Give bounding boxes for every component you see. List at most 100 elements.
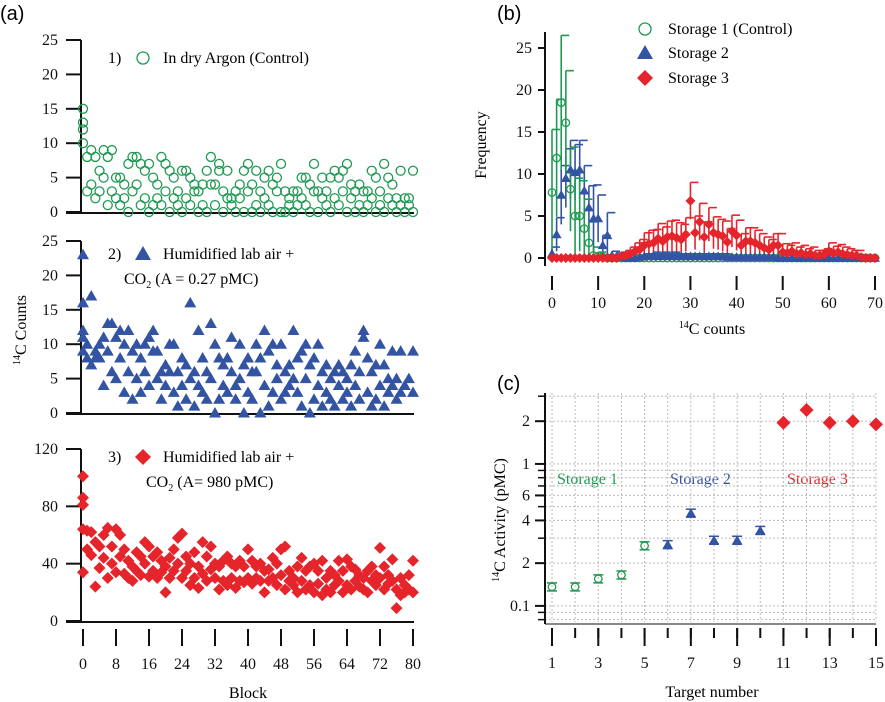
panel-a1-point xyxy=(172,186,184,197)
panel-a3-point xyxy=(171,557,184,570)
panel-b-storage3-point xyxy=(694,216,705,227)
panel-a2-point xyxy=(217,358,230,370)
panel-b-label: (b) xyxy=(497,3,521,25)
panel-a2-point xyxy=(77,296,89,308)
panel-a3-ytick-label: 0 xyxy=(50,613,58,630)
panel-a2-point xyxy=(213,351,226,363)
panel-b-storage3-point xyxy=(717,231,728,242)
panel-a2-point xyxy=(374,338,386,349)
panel-a3-point xyxy=(105,540,118,553)
panel-a2-point xyxy=(126,393,139,404)
panel-a1-point xyxy=(164,206,175,218)
panel-c-xtick-label: 1 xyxy=(548,655,556,672)
panel-b-storage3-point xyxy=(773,240,784,251)
panel-a2-point xyxy=(303,358,316,370)
panel-a1-point xyxy=(251,165,262,176)
panel-a2-point xyxy=(336,365,349,377)
panel-a3-point xyxy=(254,574,267,587)
panel-a-label: (a) xyxy=(0,3,24,25)
panel-a2-point xyxy=(316,365,329,377)
panel-a2-point xyxy=(382,386,395,397)
panel-a1-point xyxy=(209,199,221,211)
panel-a2-point xyxy=(85,358,98,370)
panel-a3-point xyxy=(204,540,217,553)
panel-a1-ytick-label: 15 xyxy=(42,101,58,118)
panel-b-storage1-point xyxy=(552,153,562,163)
panel-c-xlabel: Target number xyxy=(665,684,759,701)
panel-a2-point xyxy=(237,358,250,370)
panel-a3-point xyxy=(118,543,131,556)
panel-a1-point xyxy=(213,158,225,169)
panel-a2-point xyxy=(81,338,94,349)
panel-b-ytick-label: 15 xyxy=(516,124,532,141)
panel-c-xtick-label: 13 xyxy=(822,655,838,672)
panel-a2-point xyxy=(77,345,89,356)
panel-a2-point xyxy=(151,372,164,384)
panel-a3-point xyxy=(89,580,102,593)
panel-a2-point xyxy=(266,386,279,397)
panel-c-storage2-point xyxy=(662,539,673,549)
panel-a3-ytick-label: 80 xyxy=(42,498,58,515)
panel-a-ylabel-sup: 14 xyxy=(12,355,23,365)
panel-a1-point xyxy=(374,186,386,197)
panel-c-storage3-point xyxy=(822,415,837,430)
panel-c-label-storage3: Storage 3 xyxy=(787,471,848,488)
panel-a2-point xyxy=(130,372,143,384)
panel-a1-point xyxy=(234,193,245,204)
panel-a3-point xyxy=(279,583,292,596)
panel-a3-point xyxy=(110,566,122,579)
panel-a2-point xyxy=(275,393,287,404)
panel-a2-point xyxy=(114,324,127,335)
panel-a3-point xyxy=(77,498,89,511)
panel-a2-point xyxy=(171,400,184,411)
panel-a3-point xyxy=(85,549,98,562)
panel-a2-point xyxy=(110,331,122,342)
panel-a-xtick-label: 64 xyxy=(339,656,355,673)
panel-a2-point xyxy=(258,379,271,390)
panel-a2-point xyxy=(299,338,312,349)
panel-a1-point xyxy=(143,158,155,169)
panel-a2-point xyxy=(138,338,151,349)
panel-a2-point xyxy=(200,393,213,404)
panel-a2-point xyxy=(200,365,213,377)
panel-a2-point xyxy=(171,365,184,377)
svg-text:14C Counts: 14C Counts xyxy=(12,295,30,365)
panel-a3-point xyxy=(361,586,374,599)
panel-a1-point xyxy=(317,172,328,183)
panel-a3-point xyxy=(134,569,147,582)
panel-a1-point xyxy=(234,179,245,190)
panel-a-xtick-label: 80 xyxy=(405,656,421,673)
panel-a3-point xyxy=(188,572,201,584)
panel-a2-point xyxy=(89,345,102,356)
legend-b-storage3: Storage 3 xyxy=(668,70,729,87)
panel-a2-point xyxy=(237,407,250,418)
panel-a3-point xyxy=(143,540,155,553)
panel-a2-point xyxy=(402,372,415,384)
panel-a2-point xyxy=(188,365,201,377)
panel-a3-point xyxy=(93,540,106,553)
panel-a1-point xyxy=(255,206,266,218)
panel-b-storage3-point xyxy=(699,232,710,242)
panel-a3-point xyxy=(93,561,106,574)
panel-a1-ytick-label: 25 xyxy=(42,32,58,49)
panel-a1-point xyxy=(197,179,208,190)
panel-a2-point xyxy=(85,290,98,301)
panel-a2-point xyxy=(217,379,230,390)
panel-a3-point xyxy=(291,560,304,573)
panel-b-ytick-label: 25 xyxy=(516,40,532,57)
panel-a1-point xyxy=(387,179,398,190)
panel-a2-point xyxy=(394,345,407,356)
panel-c-xtick-label: 15 xyxy=(868,655,884,672)
panel-a3-point xyxy=(151,546,164,559)
panel-a3-point xyxy=(77,491,89,504)
panel-b-storage2-point xyxy=(597,240,608,250)
panel-a2-point xyxy=(118,338,131,349)
panel-a2-point xyxy=(295,345,308,356)
panel-a2-point xyxy=(332,358,345,370)
panel-a3-point xyxy=(365,560,378,573)
panel-a1-point xyxy=(119,179,130,190)
panel-a2-point xyxy=(262,345,275,356)
panel-a2-point xyxy=(242,386,254,397)
panel-a2-point xyxy=(407,345,419,356)
panel-a2-point xyxy=(105,317,118,329)
